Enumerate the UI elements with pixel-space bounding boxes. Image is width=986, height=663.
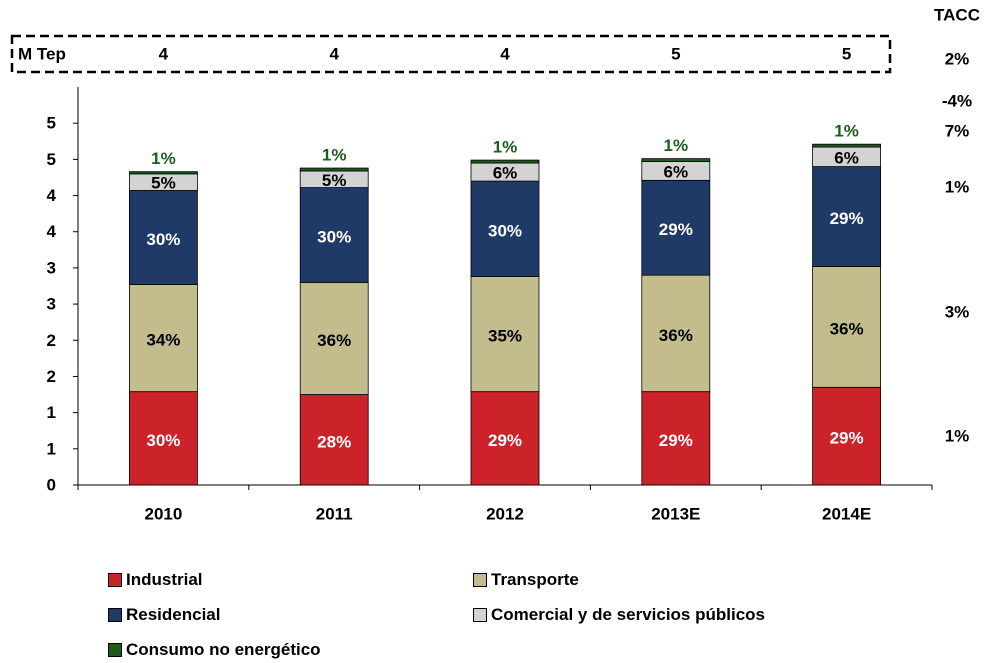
bar-data-label: 5%: [151, 174, 176, 193]
bar-data-label: 6%: [834, 148, 859, 167]
bar-segment: [812, 166, 881, 267]
x-tick-label: 2013E: [651, 505, 700, 524]
y-tick-label: 4: [47, 186, 57, 205]
legend-swatch-residencial: [108, 608, 122, 622]
legend-swatch-consumo-no-energetico: [108, 643, 122, 657]
legend-item-comercial: Comercial y de servicios públicos: [473, 605, 765, 625]
y-tick-label: 0: [47, 476, 56, 495]
bar-segment: [299, 167, 369, 172]
bar-data-label: 34%: [146, 331, 180, 350]
legend-swatch-industrial: [108, 573, 122, 587]
tacc-series-label: 7%: [945, 122, 970, 141]
bar-data-label: 29%: [659, 220, 693, 239]
bar-segment: [128, 284, 198, 393]
y-tick-label: 3: [47, 295, 56, 314]
y-tick-label: 4: [47, 222, 57, 241]
tacc-series-label: 3%: [945, 303, 970, 322]
legend-label-residencial: Residencial: [126, 605, 221, 624]
legend-item-consumo-no-energetico: Consumo no energético: [108, 640, 321, 660]
legend-label-industrial: Industrial: [126, 570, 203, 589]
bar-data-label: 6%: [664, 162, 689, 181]
y-tick-label: 5: [47, 150, 56, 169]
bar-data-label: 1%: [151, 149, 176, 168]
x-tick-label: 2011: [316, 505, 353, 524]
x-tick-label: 2014E: [822, 505, 871, 524]
y-tick-label: 3: [47, 258, 56, 277]
bar-data-label: 6%: [493, 164, 518, 183]
legend-label-transporte: Transporte: [491, 570, 579, 589]
tacc-header: TACC: [934, 6, 980, 25]
bar-segment: [812, 266, 881, 388]
bar-data-label: 29%: [659, 431, 693, 450]
bar-segment: [641, 274, 711, 393]
bar-segment: [299, 281, 369, 395]
bar-data-label: 29%: [830, 209, 864, 228]
legend-label-consumo-no-energetico: Consumo no energético: [126, 640, 321, 659]
bar-data-label: 28%: [317, 432, 351, 451]
bar-data-label: 1%: [834, 122, 859, 141]
total-label: 5: [842, 45, 851, 64]
bar-data-label: 36%: [659, 326, 693, 345]
bar-data-label: 30%: [317, 227, 351, 246]
bar-data-label: 1%: [664, 136, 689, 155]
legend-swatch-transporte: [473, 573, 487, 587]
unit-label: M Tep: [18, 45, 66, 64]
bar-data-label: 1%: [322, 146, 347, 165]
tacc-series-label: 1%: [945, 178, 970, 197]
tacc-series-label: 1%: [945, 427, 970, 446]
bar-segment: [128, 171, 198, 175]
totals-dashed-box: [10, 34, 892, 74]
bar-data-label: 1%: [493, 138, 518, 157]
bar-segment: [470, 391, 540, 486]
bar-segment: [470, 276, 540, 393]
legend-item-transporte: Transporte: [473, 570, 579, 590]
bar-segment: [812, 386, 881, 486]
y-tick-label: 1: [47, 439, 56, 458]
bar-data-label: 35%: [488, 327, 522, 346]
legend-item-industrial: Industrial: [108, 570, 203, 590]
y-tick-label: 2: [47, 367, 56, 386]
bar-segment: [641, 391, 711, 486]
total-label: 4: [159, 45, 169, 64]
legend-swatch-comercial: [473, 608, 487, 622]
bar-segment: [470, 180, 540, 277]
bar-data-label: 29%: [488, 431, 522, 450]
bar-data-label: 30%: [488, 221, 522, 240]
y-tick-label: 2: [47, 331, 56, 350]
tacc-total: 2%: [945, 50, 970, 69]
legend-label-comercial: Comercial y de servicios públicos: [491, 605, 766, 624]
stacked-bar-chart: M Tep 4 4 4 5 5 0 1 1 2 2 3 3 4 4 5 5 30% 34% 30% 5% 1% 2010 28…: [10, 6, 980, 524]
tacc-series-label: -4%: [942, 92, 972, 111]
total-label: 4: [500, 45, 510, 64]
y-tick-label: 5: [47, 114, 56, 133]
legend-item-residencial: Residencial: [108, 605, 221, 625]
bar-data-label: 36%: [830, 319, 864, 338]
bar-data-label: 30%: [146, 230, 180, 249]
bar-segment: [299, 187, 369, 283]
bar-data-label: 30%: [146, 431, 180, 450]
bar-segment: [128, 190, 198, 285]
bar-data-label: 36%: [317, 331, 351, 350]
bar-data-label: 29%: [830, 429, 864, 448]
bar-segment: [641, 158, 711, 162]
total-label: 5: [671, 45, 680, 64]
bar-segment: [641, 179, 711, 276]
bar-segment: [470, 159, 540, 164]
bar-segment: [812, 143, 881, 148]
total-label: 4: [329, 45, 339, 64]
y-tick-label: 1: [47, 403, 56, 422]
x-tick-label: 2012: [486, 505, 524, 524]
bar-data-label: 5%: [322, 171, 347, 190]
x-tick-label: 2010: [144, 505, 182, 524]
